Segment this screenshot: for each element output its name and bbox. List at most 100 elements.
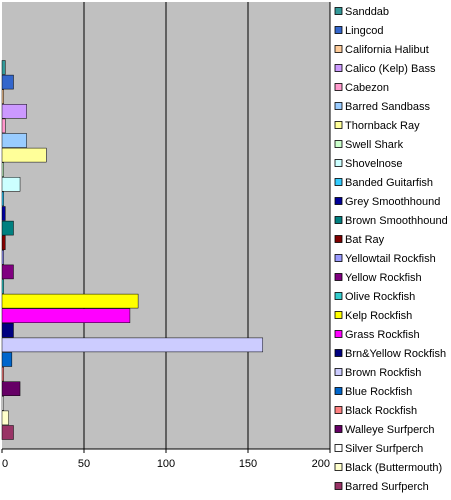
bar-barred-surfperch [1,425,14,440]
legend-label: Olive Rockfish [345,291,415,303]
legend-item: Brn&Yellow Rockfish [334,348,446,360]
bar-blue-rockfish [1,352,13,367]
legend-swatch [334,482,343,490]
x-tick-label: 150 [239,458,257,470]
bar-banded-guitarfish [1,191,4,207]
bar-thornback-ray [1,147,47,163]
legend-item: Bat Ray [334,234,385,246]
legend-item: Brown Smoothhound [334,215,448,227]
legend-label: Walleye Surfperch [345,424,434,436]
legend-item: Olive Rockfish [334,291,415,303]
legend-item: California Halibut [334,44,429,56]
legend-label: Barred Surfperch [345,481,429,493]
legend-label: Calico (Kelp) Bass [345,63,436,75]
bar-sanddab [1,60,6,75]
legend-label: Yellowtail Rockfish [345,253,436,265]
legend-swatch [334,444,343,452]
legend-item: Black (Buttermouth) [334,462,442,474]
legend-item: Black Rockfish [334,405,417,417]
legend-item: Silver Surfperch [334,443,423,455]
legend-swatch [334,273,343,281]
bar-kelp-rockfish [1,293,139,309]
legend-swatch [334,7,343,15]
legend-swatch [334,292,343,300]
x-tick-label: 0 [2,458,8,470]
legend-item: Yellow Rockfish [334,272,422,284]
legend-swatch [334,216,343,224]
bar-calico-kelp-bass [1,104,27,119]
bar-brown-rockfish [1,337,264,353]
bar-black-buttermouth [1,410,9,426]
legend-item: Blue Rockfish [334,386,412,398]
legend-swatch [334,83,343,91]
legend-item: Yellowtail Rockfish [334,253,436,265]
legend-label: Black Rockfish [345,405,417,417]
legend-label: Brown Smoothhound [345,215,448,227]
legend-item: Barred Surfperch [334,481,429,493]
legend-item: Thornback Ray [334,120,420,132]
legend-swatch [334,311,343,319]
x-tick-label: 50 [78,458,90,470]
legend-swatch [334,102,343,110]
legend-label: Thornback Ray [345,120,420,132]
legend-swatch [334,197,343,205]
bar-black-rockfish [1,366,4,382]
legend-label: Swell Shark [345,139,404,151]
legend-swatch [334,330,343,338]
bar-walleye-surfperch [1,381,21,396]
legend-label: Lingcod [345,25,384,37]
bar-silver-surfperch [1,396,4,411]
legend-item: Sanddab [334,6,389,18]
legend-label: Blue Rockfish [345,386,412,398]
legend-item: Barred Sandbass [334,101,430,113]
bar-brn-yellow-rockfish [1,323,14,338]
legend-swatch [334,349,343,357]
bar-brown-smoothhound [1,220,14,236]
legend-item: Banded Guitarfish [334,177,433,189]
legend-label: Black (Buttermouth) [345,462,442,474]
legend-label: Brn&Yellow Rockfish [345,348,446,360]
legend-label: Yellow Rockfish [345,272,422,284]
bar-grass-rockfish [1,308,131,323]
legend-label: Barred Sandbass [345,101,430,113]
bar-grey-smoothhound [1,206,6,221]
bar-yellowtail-rockfish [1,250,4,265]
bar-bat-ray [1,235,6,250]
legend-swatch [334,368,343,376]
legend-swatch [334,45,343,53]
gridlines [83,2,331,449]
legend-item: Grey Smoothhound [334,196,440,208]
legend-label: Grass Rockfish [345,329,420,341]
legend-swatch [334,406,343,414]
legend-item: Shovelnose [334,158,403,170]
legend-label: Sanddab [345,6,389,18]
legend-swatch [334,387,343,395]
legend-label: Silver Surfperch [345,443,423,455]
legend-item: Lingcod [334,25,384,37]
legend-label: Bat Ray [345,234,385,246]
legend: Sanddab Lingcod California Halibut Calico (… [334,6,448,493]
legend-label: Cabezon [345,82,389,94]
bars [1,60,264,440]
legend-item: Calico (Kelp) Bass [334,63,436,75]
legend-label: Brown Rockfish [345,367,421,379]
bar-cabezon [1,118,6,134]
legend-label: Banded Guitarfish [345,177,433,189]
legend-item: Brown Rockfish [334,367,421,379]
legend-label: California Halibut [345,44,429,56]
legend-swatch [334,463,343,471]
legend-swatch [334,159,343,167]
legend-label: Grey Smoothhound [345,196,440,208]
x-tick-label: 100 [157,458,175,470]
bar-yellow-rockfish [1,264,14,280]
bar-lingcod [1,74,14,90]
legend-item: Kelp Rockfish [334,310,412,322]
bar-olive-rockfish [1,279,4,294]
legend-swatch [334,178,343,186]
legend-swatch [334,140,343,148]
x-axis-ticks: 0 50 100 150 200 [1,449,331,470]
legend-swatch [334,121,343,129]
legend-swatch [334,235,343,243]
bar-shovelnose [1,177,21,192]
